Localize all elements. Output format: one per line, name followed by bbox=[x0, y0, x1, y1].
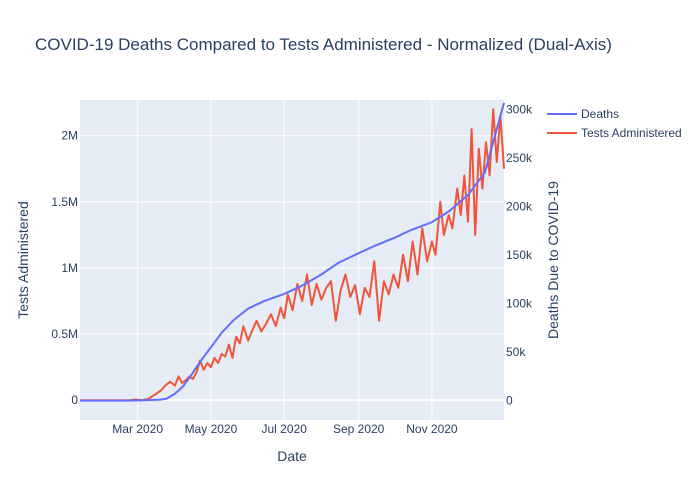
right-y-tick-label: 100k bbox=[506, 297, 533, 311]
left-y-tick-label: 2M bbox=[61, 129, 78, 143]
legend: Deaths Tests Administered bbox=[547, 107, 682, 140]
right-y-axis-ticks: 0 50k 100k 150k 200k 250k 300k bbox=[506, 103, 533, 408]
x-tick-label: Nov 2020 bbox=[406, 422, 458, 436]
x-axis-ticks: Mar 2020 May 2020 Jul 2020 Sep 2020 Nov 2020 bbox=[112, 422, 458, 436]
x-tick-label: Jul 2020 bbox=[262, 422, 308, 436]
right-y-tick-label: 0 bbox=[506, 394, 513, 408]
x-tick-label: Sep 2020 bbox=[333, 422, 385, 436]
left-y-tick-label: 1.5M bbox=[51, 195, 78, 209]
left-y-axis-ticks: 0 0.5M 1M 1.5M 2M bbox=[51, 129, 78, 407]
right-y-tick-label: 250k bbox=[506, 151, 533, 165]
right-y-tick-label: 150k bbox=[506, 248, 533, 262]
legend-label-deaths[interactable]: Deaths bbox=[581, 107, 619, 121]
right-y-tick-label: 50k bbox=[506, 345, 526, 359]
x-tick-label: May 2020 bbox=[185, 422, 238, 436]
right-y-tick-label: 300k bbox=[506, 103, 533, 117]
series-lines bbox=[80, 102, 505, 402]
tests-series-line bbox=[80, 108, 505, 402]
chart-title: COVID-19 Deaths Compared to Tests Admini… bbox=[35, 35, 612, 54]
left-y-tick-label: 0 bbox=[71, 393, 78, 407]
left-y-tick-label: 1M bbox=[61, 261, 78, 275]
right-y-axis-title: Deaths Due to COVID-19 bbox=[545, 181, 561, 339]
left-y-axis-title: Tests Administered bbox=[15, 201, 31, 319]
left-y-tick-label: 0.5M bbox=[51, 327, 78, 341]
x-axis-title: Date bbox=[277, 448, 307, 464]
plot-area bbox=[80, 100, 504, 420]
deaths-series-line bbox=[80, 102, 505, 402]
right-y-tick-label: 200k bbox=[506, 200, 533, 214]
legend-label-tests[interactable]: Tests Administered bbox=[581, 126, 682, 140]
x-tick-label: Mar 2020 bbox=[112, 422, 163, 436]
